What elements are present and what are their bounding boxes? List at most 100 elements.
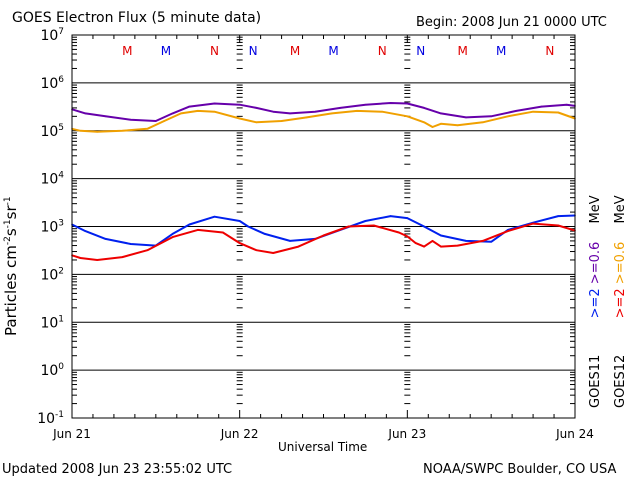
y-tick-label: 103 bbox=[40, 219, 64, 236]
series-0-point bbox=[255, 107, 258, 109]
series-2-point bbox=[84, 230, 87, 232]
credit-label: NOAA/SWPC Boulder, CO USA bbox=[423, 462, 617, 477]
x-tick-label: Jun 24 bbox=[555, 427, 594, 441]
series-line-3 bbox=[71, 222, 576, 261]
series-1-point bbox=[406, 115, 409, 118]
legend-goes11: GOES11 >=2 >=0.6 MeV bbox=[588, 195, 603, 408]
legend-goes11-06mev: >=0.6 bbox=[588, 241, 603, 285]
updated-timestamp: Updated 2008 Jun 23 23:55:02 UTC bbox=[2, 462, 233, 477]
x-tick-label: Jun 21 bbox=[52, 427, 91, 441]
series-3-point bbox=[347, 225, 350, 228]
y-axis-label: Particles cm-2s-1sr-1 bbox=[2, 196, 20, 336]
local-time-marker: N bbox=[210, 44, 219, 58]
series-0-point bbox=[314, 110, 316, 113]
series-1-point bbox=[431, 126, 434, 128]
legend-goes11-sat: GOES11 bbox=[588, 354, 603, 408]
series-1-point bbox=[356, 110, 358, 112]
series-3-point bbox=[171, 236, 174, 238]
series-1-point bbox=[180, 112, 182, 115]
y-tick-label: 102 bbox=[40, 266, 64, 283]
local-time-marker: M bbox=[496, 44, 506, 58]
series-0-point bbox=[289, 112, 291, 115]
y-tick-label: 106 bbox=[40, 75, 64, 92]
begin-label: Begin: 2008 Jun 21 0000 UTC bbox=[416, 15, 607, 30]
series-2-point bbox=[247, 225, 249, 228]
series-1-point bbox=[196, 110, 199, 112]
series-2-point bbox=[490, 240, 492, 243]
x-tick-label: Jun 23 bbox=[387, 427, 426, 441]
series-3-point bbox=[423, 245, 425, 248]
y-tick-label: 100 bbox=[40, 362, 64, 379]
series-0-point bbox=[84, 112, 87, 115]
series-1-point bbox=[305, 116, 308, 119]
y-tick-label: 107 bbox=[40, 27, 64, 44]
series-1-point bbox=[213, 110, 216, 113]
series-3-point bbox=[414, 242, 417, 244]
series-1-point bbox=[280, 120, 283, 122]
series-3-point bbox=[222, 231, 224, 234]
series-1-point bbox=[121, 129, 124, 132]
series-0-point bbox=[272, 110, 275, 113]
series-3-point bbox=[431, 240, 434, 242]
series-2-point bbox=[238, 220, 241, 222]
series-1-point bbox=[423, 121, 425, 124]
ticks-layer bbox=[71, 35, 576, 418]
legend-goes11-2mev: >=2 bbox=[588, 288, 603, 319]
series-2-point bbox=[289, 240, 291, 242]
series-1-point bbox=[532, 110, 534, 113]
series-3-point bbox=[297, 245, 300, 248]
series-1-point bbox=[238, 117, 241, 120]
series-2-point bbox=[423, 225, 425, 228]
series-line-2 bbox=[71, 214, 576, 247]
series-1-point bbox=[146, 127, 149, 130]
y-axis-label-text: Particles cm-2s-1sr-1 bbox=[2, 196, 20, 336]
series-3-point bbox=[440, 245, 442, 248]
series-0-point bbox=[423, 107, 425, 109]
plot-frame bbox=[71, 34, 576, 419]
series-3-point bbox=[398, 231, 400, 234]
local-time-marker: M bbox=[457, 44, 467, 58]
series-2-point bbox=[440, 234, 442, 237]
y-tick-label: 104 bbox=[40, 171, 64, 188]
series-3-point bbox=[255, 249, 258, 251]
series-0-point bbox=[364, 103, 367, 106]
series-3-point bbox=[146, 249, 149, 251]
series-2-point bbox=[188, 223, 191, 226]
series-2-point bbox=[389, 215, 392, 217]
series-3-point bbox=[507, 230, 509, 232]
x-axis-label: Universal Time bbox=[278, 440, 368, 454]
series-0-point bbox=[490, 115, 492, 118]
series-3-point bbox=[96, 259, 98, 261]
legend-goes12-sat: GOES12 bbox=[613, 354, 628, 408]
local-time-marker: N bbox=[378, 44, 387, 58]
series-3-point bbox=[238, 242, 241, 244]
series-1-point bbox=[481, 121, 484, 124]
series-0-point bbox=[465, 116, 467, 119]
y-tick-label: 105 bbox=[40, 123, 64, 140]
series-1-point bbox=[381, 110, 383, 113]
series-1-point bbox=[440, 122, 442, 125]
series-1-point bbox=[96, 131, 98, 133]
series-0-point bbox=[188, 105, 191, 108]
series-1-point bbox=[163, 120, 166, 122]
y-tick-label: 101 bbox=[40, 314, 64, 331]
local-time-marker: N bbox=[249, 44, 258, 58]
series-0-point bbox=[339, 107, 342, 109]
local-time-marker: M bbox=[290, 44, 300, 58]
series-2-point bbox=[171, 233, 174, 235]
series-3-point bbox=[272, 252, 275, 254]
legend-goes12-06mev: >=0.6 bbox=[613, 241, 628, 285]
series-3-point bbox=[373, 224, 375, 227]
series-3-point bbox=[322, 234, 325, 237]
series-3-point bbox=[196, 229, 199, 231]
series-2-point bbox=[129, 243, 132, 245]
local-time-marker: N bbox=[545, 44, 554, 58]
series-2-point bbox=[264, 233, 266, 235]
series-0-point bbox=[213, 102, 216, 105]
legend-goes12-unit: MeV bbox=[613, 195, 628, 224]
local-time-marker: M bbox=[328, 44, 338, 58]
series-0-point bbox=[389, 102, 392, 104]
series-3-point bbox=[481, 240, 484, 242]
x-tick-label: Jun 22 bbox=[220, 427, 259, 441]
y-tick-label: 10-1 bbox=[37, 410, 64, 427]
